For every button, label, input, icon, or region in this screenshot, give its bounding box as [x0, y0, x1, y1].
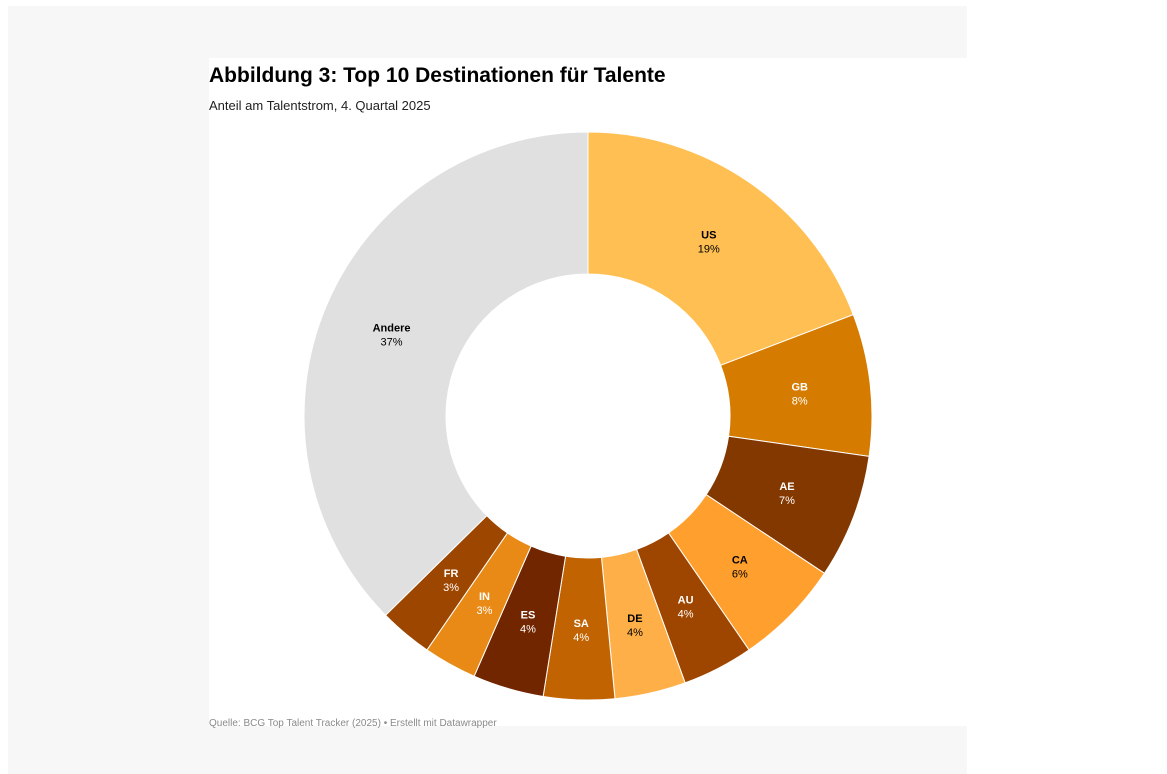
slice-label-name: DE — [627, 613, 642, 625]
slice-label-es: ES 4% — [520, 609, 536, 635]
slice-label-ca: CA 6% — [732, 554, 748, 580]
slice-label-name: GB — [791, 381, 808, 393]
slice-label-value: 7% — [779, 495, 795, 507]
slice-label-fr: FR 3% — [443, 568, 459, 594]
slice-label-au: AU 4% — [678, 594, 694, 620]
slice-label-name: AE — [779, 481, 794, 493]
donut-slice-us — [587, 131, 854, 366]
slice-label-value: 4% — [678, 608, 694, 620]
source-note: Quelle: BCG Top Talent Tracker (2025) • … — [209, 718, 497, 729]
slice-label-name: Andere — [373, 323, 411, 335]
chart-card: Abbildung 3: Top 10 Destinationen für Ta… — [209, 58, 967, 729]
chart-subtitle: Anteil am Talentstrom, 4. Quartal 2025 — [209, 98, 431, 113]
slice-label-sa: SA 4% — [573, 618, 589, 644]
slice-label-name: IN — [479, 591, 490, 603]
slice-label-ae: AE 7% — [779, 481, 795, 507]
slice-label-value: 3% — [476, 605, 492, 617]
slice-label-value: 4% — [573, 632, 589, 644]
chart-frame: Abbildung 3: Top 10 Destinationen für Ta… — [8, 6, 967, 774]
slice-label-gb: GB 8% — [791, 381, 808, 407]
slice-label-us: US 19% — [698, 230, 720, 256]
slice-label-name: ES — [521, 609, 536, 621]
slice-label-name: SA — [574, 618, 589, 630]
slice-label-value: 8% — [792, 395, 808, 407]
slice-label-value: 19% — [698, 244, 720, 256]
slice-label-value: 4% — [520, 623, 536, 635]
donut-slice-andere — [303, 131, 589, 616]
slice-label-value: 4% — [627, 627, 643, 639]
donut-chart: US 19% GB 8% AE 7% CA 6% AU 4% DE 4% SA 4% ES 4% IN 3% FR 3… — [303, 131, 873, 701]
slice-label-value: 3% — [443, 582, 459, 594]
slice-label-name: US — [701, 230, 716, 242]
slice-label-value: 6% — [732, 568, 748, 580]
slice-label-value: 37% — [381, 337, 403, 349]
slice-label-name: AU — [678, 594, 694, 606]
slice-label-andere: Andere 37% — [373, 323, 411, 349]
chart-title: Abbildung 3: Top 10 Destinationen für Ta… — [209, 64, 666, 87]
slice-label-de: DE 4% — [627, 613, 643, 639]
slice-label-in: IN 3% — [476, 591, 492, 617]
slice-label-name: FR — [444, 568, 459, 580]
slice-label-name: CA — [732, 554, 748, 566]
